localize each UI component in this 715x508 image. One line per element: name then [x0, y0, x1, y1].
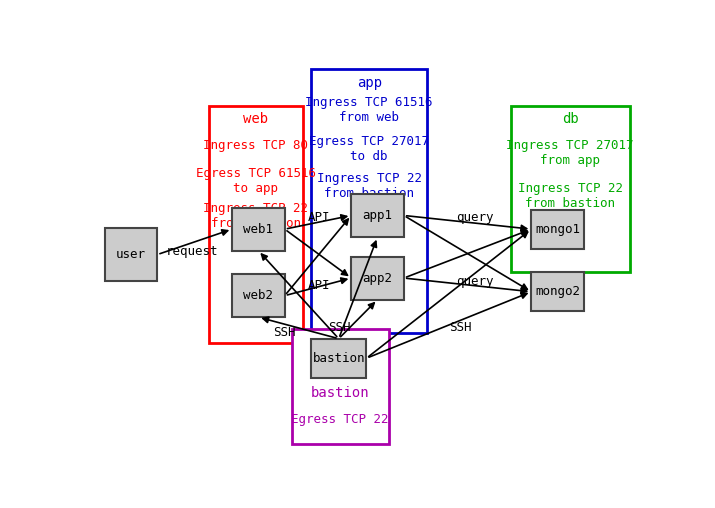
Text: SSH: SSH	[450, 321, 472, 334]
Text: Ingress TCP 61516
from web: Ingress TCP 61516 from web	[305, 96, 433, 124]
Text: Ingress TCP 22
from bastion: Ingress TCP 22 from bastion	[518, 182, 623, 210]
Bar	[311, 339, 366, 378]
Text: SSH: SSH	[273, 326, 296, 339]
Bar	[511, 106, 630, 272]
Bar	[351, 257, 404, 300]
Bar	[292, 329, 389, 444]
Text: Ingress TCP 27017
from app: Ingress TCP 27017 from app	[506, 139, 633, 167]
Text: user: user	[116, 248, 146, 261]
Text: mongo1: mongo1	[535, 223, 580, 236]
Text: app2: app2	[363, 272, 393, 284]
Text: web: web	[243, 112, 268, 126]
Bar	[531, 272, 584, 311]
Text: Ingress TCP 22
from bastion: Ingress TCP 22 from bastion	[317, 172, 422, 201]
Text: Egress TCP 22: Egress TCP 22	[292, 413, 389, 426]
Text: web2: web2	[243, 289, 273, 302]
Text: web1: web1	[243, 223, 273, 236]
Text: app: app	[357, 76, 382, 90]
Text: Ingress TCP 80: Ingress TCP 80	[203, 139, 308, 152]
Text: query: query	[455, 275, 493, 289]
Text: app1: app1	[363, 209, 393, 222]
Text: bastion: bastion	[311, 386, 370, 400]
Bar	[531, 210, 584, 249]
Bar	[351, 194, 404, 237]
Text: query: query	[455, 211, 493, 224]
Text: request: request	[166, 245, 218, 259]
Text: db: db	[562, 112, 578, 126]
Bar	[232, 274, 285, 317]
Bar	[311, 69, 428, 333]
Text: API: API	[307, 211, 330, 224]
Text: SSH: SSH	[329, 321, 351, 334]
Text: mongo2: mongo2	[535, 285, 580, 298]
Text: Egress TCP 27017
to db: Egress TCP 27017 to db	[309, 135, 429, 163]
Text: bastion: bastion	[312, 352, 365, 365]
Text: Egress TCP 61516
to app: Egress TCP 61516 to app	[196, 167, 315, 195]
Bar	[104, 228, 157, 281]
Text: API: API	[307, 279, 330, 293]
Bar	[232, 208, 285, 250]
Bar	[209, 106, 302, 342]
Text: Ingress TCP 22
from bastion: Ingress TCP 22 from bastion	[203, 202, 308, 230]
